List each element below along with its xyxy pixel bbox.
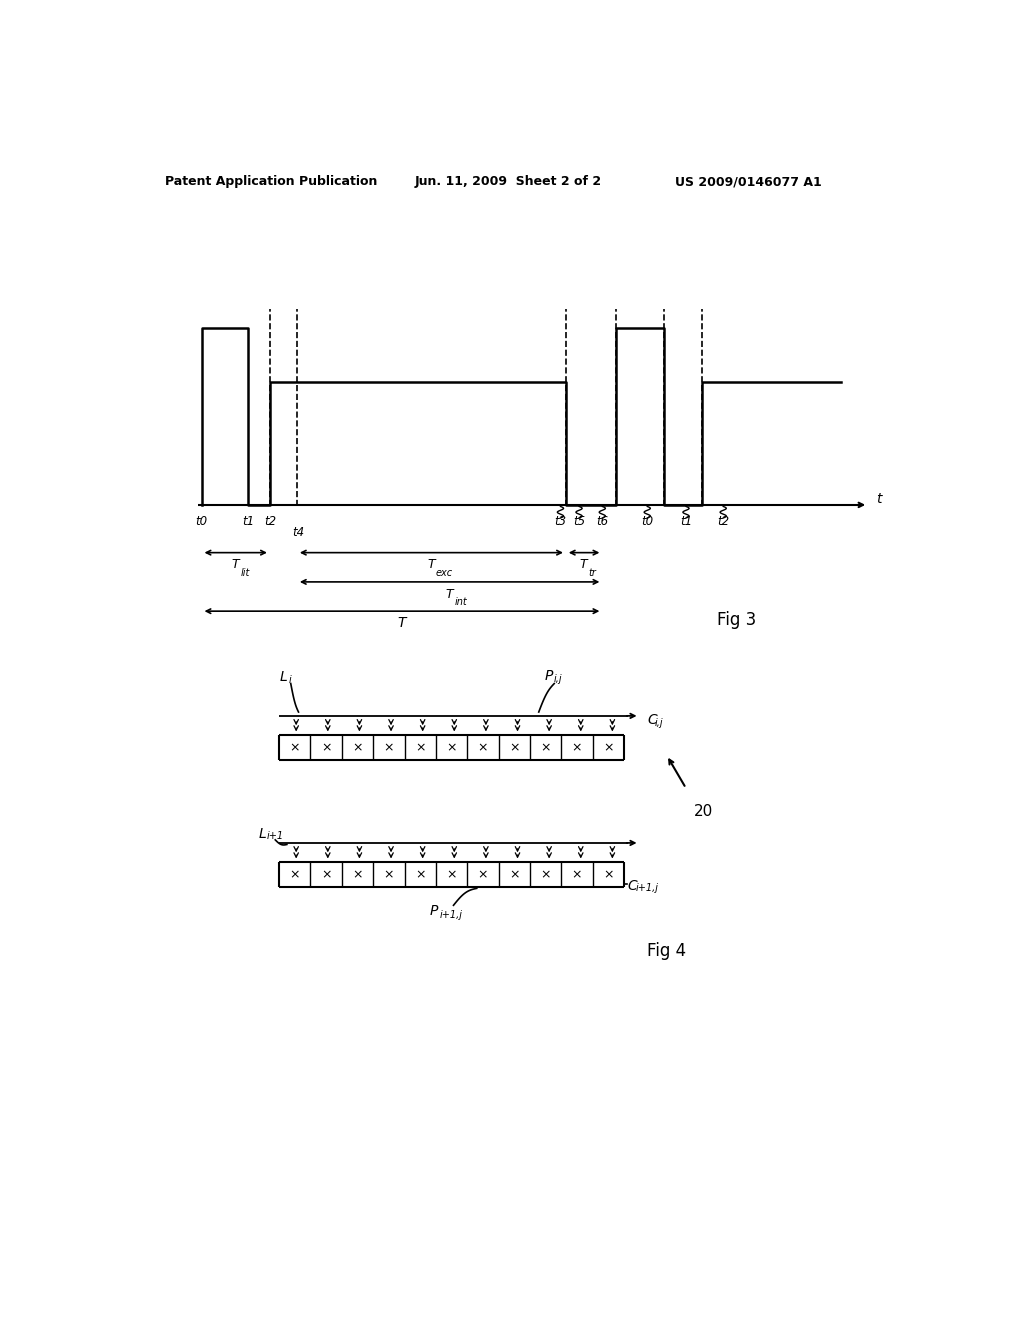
Text: ×: ×: [477, 869, 488, 880]
Text: ×: ×: [352, 741, 362, 754]
Text: ×: ×: [446, 869, 457, 880]
Text: L: L: [280, 671, 287, 684]
Text: ×: ×: [415, 741, 425, 754]
Text: i,j: i,j: [554, 675, 562, 684]
Text: ×: ×: [384, 741, 394, 754]
Text: 20: 20: [693, 804, 713, 818]
Text: ×: ×: [509, 869, 519, 880]
Text: ×: ×: [321, 741, 332, 754]
Text: Jun. 11, 2009  Sheet 2 of 2: Jun. 11, 2009 Sheet 2 of 2: [414, 176, 601, 187]
Text: ×: ×: [603, 741, 613, 754]
Text: ×: ×: [603, 869, 613, 880]
Text: P: P: [430, 904, 438, 919]
Text: ×: ×: [384, 869, 394, 880]
Text: C: C: [647, 713, 657, 727]
Text: ×: ×: [541, 741, 551, 754]
Text: ×: ×: [509, 741, 519, 754]
Text: ×: ×: [541, 869, 551, 880]
Text: US 2009/0146077 A1: US 2009/0146077 A1: [675, 176, 821, 187]
Text: i: i: [289, 675, 291, 685]
Text: i+1,j: i+1,j: [636, 883, 658, 894]
Text: T: T: [397, 616, 406, 631]
Text: L: L: [258, 826, 266, 841]
Text: t6: t6: [596, 515, 608, 528]
Text: t4: t4: [293, 527, 304, 539]
Text: P: P: [545, 669, 553, 682]
Text: lit: lit: [241, 568, 250, 578]
Text: i,j: i,j: [655, 718, 664, 727]
Text: tr: tr: [589, 568, 596, 578]
Text: T: T: [445, 587, 454, 601]
Text: t3: t3: [554, 515, 566, 528]
Text: t: t: [876, 492, 882, 506]
Text: C: C: [628, 879, 638, 894]
Text: t0: t0: [196, 515, 208, 528]
Text: ×: ×: [446, 741, 457, 754]
Text: ×: ×: [415, 869, 425, 880]
Text: Fig 3: Fig 3: [717, 611, 757, 630]
Text: ×: ×: [290, 869, 300, 880]
Text: ×: ×: [321, 869, 332, 880]
Text: T: T: [231, 558, 240, 572]
Text: t0: t0: [641, 515, 653, 528]
Text: i+1: i+1: [266, 832, 284, 841]
Text: t5: t5: [573, 515, 585, 528]
Text: t2: t2: [264, 515, 275, 528]
Text: ×: ×: [477, 741, 488, 754]
Text: Fig 4: Fig 4: [647, 942, 686, 961]
Text: T: T: [580, 558, 588, 572]
Text: t1: t1: [680, 515, 692, 528]
Text: ×: ×: [571, 741, 583, 754]
Text: i+1,j: i+1,j: [439, 909, 463, 920]
Text: t2: t2: [717, 515, 729, 528]
Text: ×: ×: [290, 741, 300, 754]
Text: int: int: [455, 598, 467, 607]
Text: ×: ×: [352, 869, 362, 880]
Text: ×: ×: [571, 869, 583, 880]
Text: Patent Application Publication: Patent Application Publication: [165, 176, 378, 187]
Text: t1: t1: [242, 515, 254, 528]
Text: exc: exc: [435, 568, 453, 578]
Text: T: T: [427, 558, 435, 572]
